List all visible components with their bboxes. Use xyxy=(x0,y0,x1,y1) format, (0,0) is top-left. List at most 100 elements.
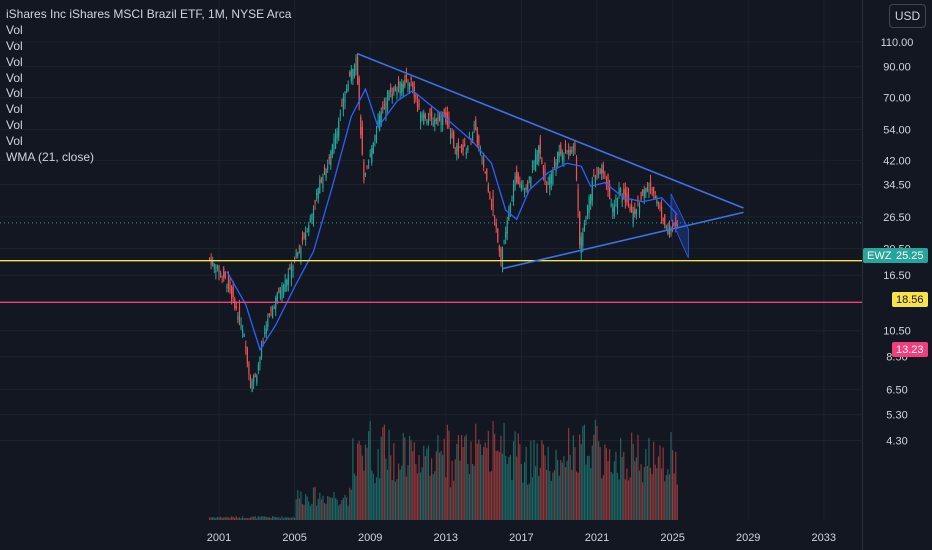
volume-bar xyxy=(320,499,322,520)
candle-body xyxy=(583,222,585,232)
candle-body xyxy=(271,307,274,319)
candle-body xyxy=(344,92,346,104)
volume-bar xyxy=(212,517,214,520)
candle-body xyxy=(500,247,502,261)
volume-bar xyxy=(471,464,474,520)
candle-body xyxy=(520,184,522,190)
volume-bar xyxy=(268,517,270,520)
candle-body xyxy=(484,171,486,173)
volume-bar xyxy=(316,505,318,520)
legend-vol-6: Vol xyxy=(6,102,23,117)
candle-body xyxy=(624,188,626,203)
volume-bar xyxy=(317,498,319,520)
volume-bar xyxy=(227,517,230,520)
candle-body xyxy=(264,332,266,334)
candle-body xyxy=(577,188,579,211)
volume-bar xyxy=(393,443,395,520)
candle-body xyxy=(248,363,250,375)
projection-box xyxy=(670,193,689,258)
candle-body xyxy=(259,356,261,364)
volume-bar xyxy=(388,429,390,520)
volume-bar xyxy=(479,444,482,520)
volume-bar xyxy=(654,464,656,520)
volume-bar xyxy=(260,516,263,520)
candle-body xyxy=(638,204,641,213)
volume-bar xyxy=(432,474,434,520)
candle-body xyxy=(498,246,500,252)
candle-body xyxy=(465,151,467,155)
candle-body xyxy=(509,203,511,212)
candle-body xyxy=(420,113,422,123)
candle-body xyxy=(558,151,560,157)
volume-bar xyxy=(511,480,513,520)
y-tick-label: 10.50 xyxy=(883,326,911,338)
volume-bar xyxy=(591,445,593,520)
x-tick-label: 2025 xyxy=(660,532,684,544)
candle-body xyxy=(317,187,319,199)
volume-bar xyxy=(366,447,368,520)
legend-vol-4: Vol xyxy=(6,70,23,85)
volume-bar xyxy=(531,477,534,520)
candle-body xyxy=(549,176,551,189)
volume-bar xyxy=(271,516,274,520)
candle-body xyxy=(306,231,308,233)
volume-bar xyxy=(564,466,567,520)
candle-body xyxy=(223,267,225,278)
candle-body xyxy=(506,220,508,234)
x-tick-label: 2029 xyxy=(736,532,760,544)
candle-body xyxy=(301,237,304,242)
volume-bar xyxy=(601,478,603,520)
candle-body xyxy=(575,157,578,181)
candle-body xyxy=(385,101,387,114)
candle-body xyxy=(574,142,576,151)
candle-body xyxy=(212,261,214,266)
candle-body xyxy=(388,90,390,100)
candle-body xyxy=(341,105,343,107)
volume-bar xyxy=(402,432,404,520)
candle-body xyxy=(505,231,507,239)
volume-bar xyxy=(301,504,304,520)
candle-body xyxy=(464,144,466,147)
volume-bar xyxy=(276,517,278,520)
trendlines xyxy=(357,52,744,270)
volume-bar xyxy=(503,422,505,520)
volume-bar xyxy=(353,473,356,520)
candle-body xyxy=(563,155,565,160)
candle-body xyxy=(401,83,403,94)
candle-body xyxy=(454,147,456,149)
volume-bar xyxy=(336,499,338,520)
y-tick-label: 110.00 xyxy=(881,37,914,49)
candle-body xyxy=(460,144,463,153)
volume-bar xyxy=(431,458,433,520)
candle-body xyxy=(459,146,461,148)
trendline xyxy=(502,211,744,270)
candle-body xyxy=(390,87,392,93)
candle-body xyxy=(517,174,519,184)
candle-body xyxy=(470,138,472,140)
candle-body xyxy=(634,209,636,214)
y-tick-label: 4.30 xyxy=(886,435,907,447)
volume-bar xyxy=(427,445,430,520)
volume-bar xyxy=(345,497,348,520)
candle-body xyxy=(353,64,356,77)
volume-bars xyxy=(208,419,678,520)
candle-body xyxy=(242,329,244,333)
currency-button[interactable]: USD xyxy=(889,4,926,28)
volume-bar xyxy=(494,433,496,520)
candle-body xyxy=(325,169,327,179)
volume-bar xyxy=(413,442,415,520)
candle-body xyxy=(438,116,441,121)
candle-body xyxy=(279,290,282,298)
volume-bar xyxy=(575,471,578,520)
volume-bar xyxy=(385,458,387,520)
volume-bar xyxy=(610,471,612,520)
volume-bar xyxy=(659,445,661,520)
candle-body xyxy=(591,180,593,201)
candle-body xyxy=(651,188,653,190)
candle-body xyxy=(333,138,335,153)
candle-body xyxy=(497,228,499,242)
volume-bar xyxy=(568,427,570,520)
candle-body xyxy=(487,184,489,192)
volume-bar xyxy=(553,470,556,520)
